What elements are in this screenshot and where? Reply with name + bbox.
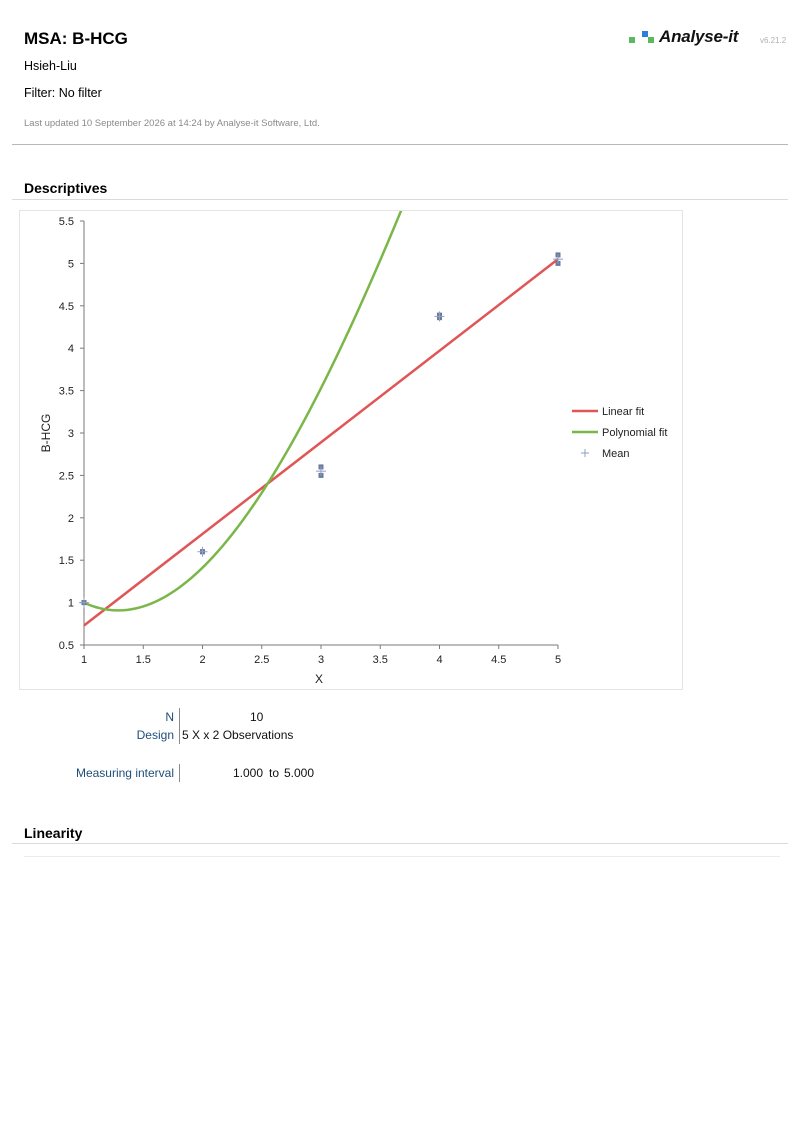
x-tick-label: 1 [81,654,87,666]
x-tick-label: 1.5 [136,654,151,666]
stat-label-measuring-interval: Measuring interval [75,766,174,780]
series-line-polynomial-fit [83,211,403,612]
logo-wordmark: Analyse-it [659,27,739,46]
filter-status: Filter: No filter [24,86,102,100]
legend-label-mean: Mean [602,448,630,460]
y-tick-label: 4 [68,343,74,355]
stat-value-interval-to: to [269,766,280,780]
y-tick-label: 1.5 [59,555,74,567]
page-title: MSA: B-HCG [24,29,128,48]
series-line-linear-fit [83,258,559,627]
version-label: v6.21.2 [760,36,787,45]
stat-label-design: Design [136,728,174,742]
legend-label-linear: Linear fit [602,406,644,418]
last-updated-text: Last updated 10 September 2026 at 14:24 … [24,118,320,129]
stat-label-n: N [165,710,174,724]
y-tick-label: 3 [68,428,74,440]
stat-value-interval-low: 1.000 [233,766,264,780]
linearity-content-divider [24,856,780,857]
chart-panel: 0.5 1 1.5 2 2.5 3 3.5 4 4.5 5 5.5 1 1.5 2 2.5 3 3.5 4 4.5 5… [19,210,683,690]
chart-svg: 0.5 1 1.5 2 2.5 3 3.5 4 4.5 5 5.5 1 1.5 2 2.5 3 3.5 4 4.5 5… [39,211,667,686]
y-tick-label: 1 [68,598,74,610]
stat-interval-separator [179,764,180,782]
stat-value-interval-high: 5.000 [284,766,315,780]
logo-squares-icon [629,31,654,43]
section-heading-descriptives: Descriptives [24,180,108,196]
legend-label-polynomial: Polynomial fit [602,427,667,439]
stat-value-n: 10 [250,710,264,724]
x-tick-label: 2 [199,654,205,666]
x-tick-label: 4 [436,654,442,666]
header-divider [12,144,788,145]
y-tick-label: 5 [68,258,74,270]
y-tick-label: 2 [68,513,74,525]
report-subtitle: Hsieh-Liu [24,59,77,73]
stat-value-design: 5 X x 2 Observations [182,728,294,742]
y-tick-label: 0.5 [59,640,74,652]
y-tick-label: 3.5 [59,386,74,398]
section-divider-linearity [12,843,788,844]
y-axis-title: B-HCG [39,414,53,453]
x-tick-label: 3.5 [373,654,388,666]
x-tick-label: 2.5 [254,654,269,666]
section-heading-linearity: Linearity [24,825,83,841]
y-tick-label: 4.5 [59,301,74,313]
y-tick-label: 2.5 [59,470,74,482]
logo-square-blue [642,31,648,37]
section-divider-descriptives [12,199,788,200]
y-tick-label: 5.5 [59,216,74,228]
x-tick-label: 4.5 [491,654,506,666]
stat-table-separator [179,708,180,744]
x-tick-label: 5 [555,654,561,666]
x-tick-label: 3 [318,654,324,666]
x-axis-title: X [315,672,323,686]
logo-square-green-right [648,37,654,43]
logo-square-green-left [629,37,635,43]
